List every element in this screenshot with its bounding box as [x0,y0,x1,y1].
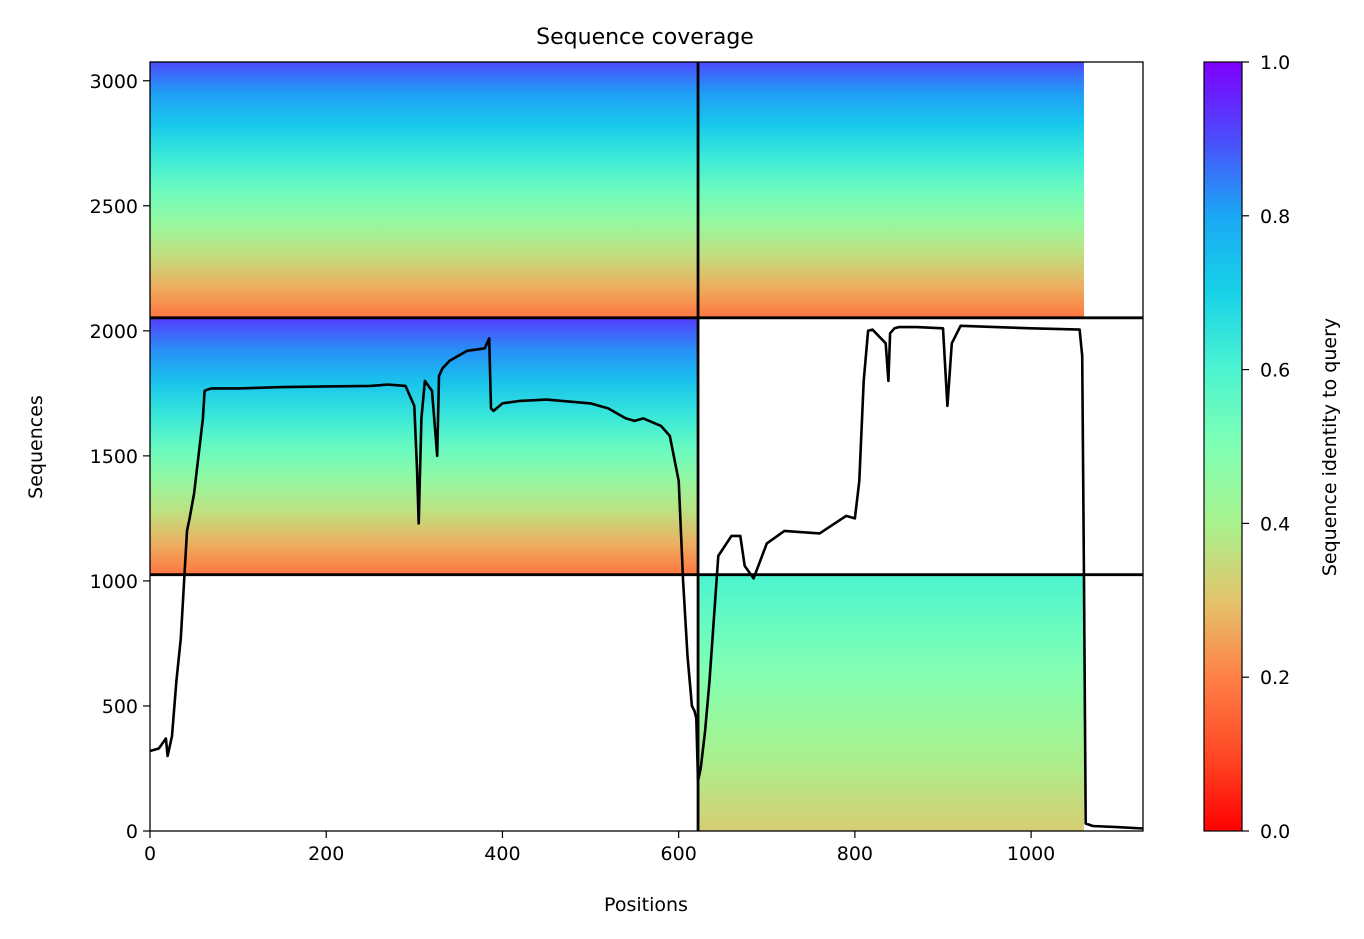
y-tick-label: 2000 [90,321,138,343]
colorbar-ticks: 0.0 0.2 0.4 0.6 0.8 1.0 [1242,52,1290,843]
colorbar [1203,61,1243,832]
y-tick-label: 2500 [90,196,138,218]
y-tick-label: 0 [126,821,138,843]
colorbar-tick-label: 0.4 [1260,513,1290,535]
coverage-block-4 [698,574,1084,831]
colorbar-tick-label: 0.8 [1260,206,1290,228]
x-axis-ticks: 0 200 400 600 800 1000 [144,831,1055,865]
colorbar-tick-label: 1.0 [1260,52,1290,74]
y-tick-label: 500 [102,696,138,718]
coverage-block-3 [150,317,699,575]
y-tick-label: 3000 [90,71,138,93]
coverage-block-1 [150,62,699,318]
y-axis-ticks: 0 500 1000 1500 2000 2500 3000 [90,71,150,843]
colorbar-tick-label: 0.6 [1260,360,1290,382]
x-tick-label: 1000 [1007,843,1055,865]
coverage-block-2 [698,62,1084,318]
plot-frame [149,61,1144,832]
colorbar-tick-label: 0.0 [1260,821,1290,843]
colorbar-tick-label: 0.2 [1260,667,1290,689]
x-tick-label: 200 [308,843,344,865]
x-tick-label: 800 [837,843,873,865]
y-tick-label: 1500 [90,446,138,468]
coverage-blocks [150,62,1084,831]
x-axis-label: Positions [604,894,688,916]
y-tick-label: 1000 [90,571,138,593]
chart-title: Sequence coverage [536,25,754,50]
x-tick-label: 0 [144,843,156,865]
x-tick-label: 600 [661,843,697,865]
coverage-line [149,324,1144,830]
y-axis-label: Sequences [25,395,47,499]
block-dividers [150,62,1143,831]
colorbar-label: Sequence identity to query [1319,318,1341,576]
x-tick-label: 400 [484,843,520,865]
